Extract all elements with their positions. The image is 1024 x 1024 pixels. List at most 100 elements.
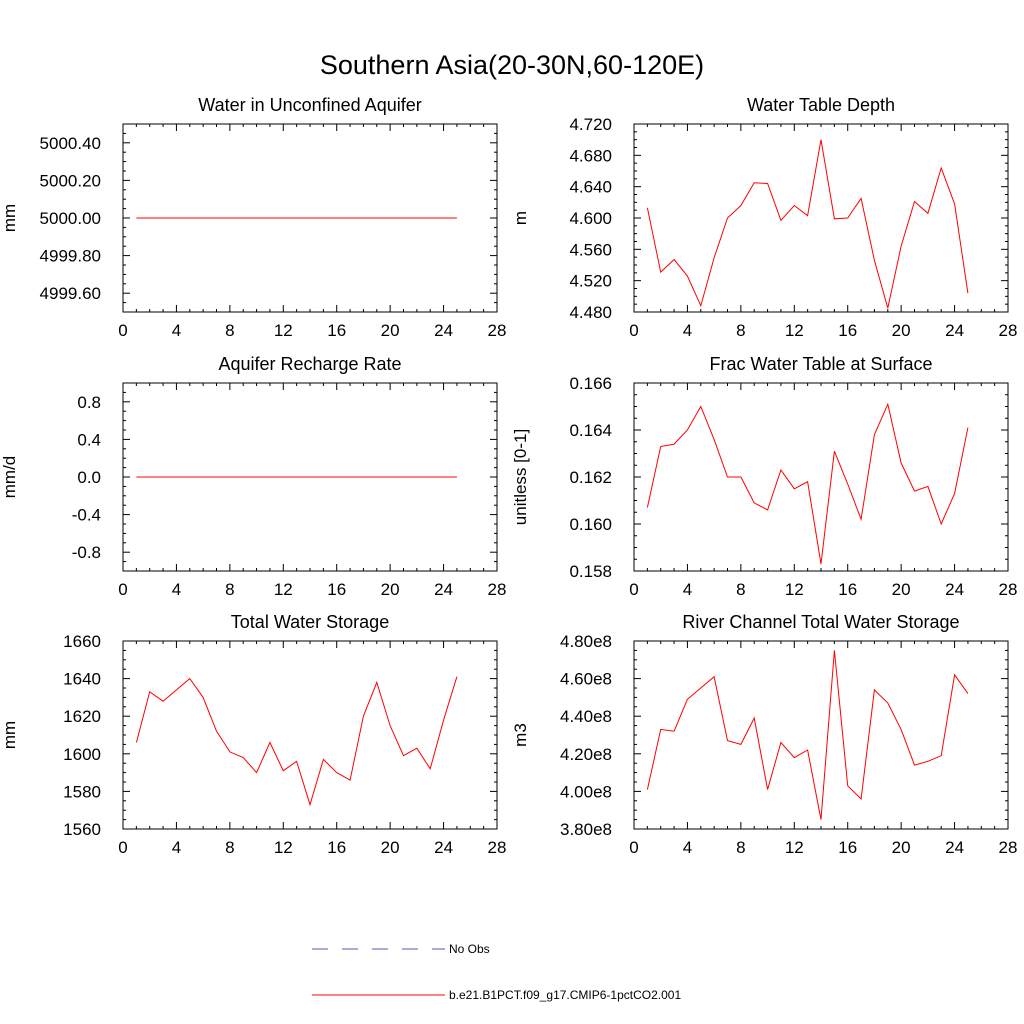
x-tick-label: 0 (118, 838, 127, 857)
x-tick-label: 0 (629, 321, 638, 340)
chart-panel-1: Water in Unconfined Aquifer mm 0 4 8 12 16 20 24… (0, 95, 506, 340)
chart-panel-6: River Channel Total Water Storage m3 0 4 8 12… (511, 612, 1017, 857)
y-tick-label: 0.166 (569, 374, 612, 393)
plot-frame (633, 123, 1009, 313)
y-tick-label: 4.640 (569, 178, 612, 197)
y-tick-label: 4999.80 (40, 247, 101, 266)
series-line (646, 139, 969, 309)
x-tick-label: 20 (892, 580, 911, 599)
y-tick-label: 4.20e8 (560, 745, 612, 764)
x-tick-label: 28 (999, 580, 1018, 599)
y-tick-label: 5000.00 (40, 209, 101, 228)
y-tick-label: 1660 (63, 632, 101, 651)
x-tick-label: 24 (945, 838, 964, 857)
x-tick-label: 16 (327, 580, 346, 599)
x-tick-label: 12 (274, 321, 293, 340)
x-tick-label: 0 (118, 321, 127, 340)
y-tick-label: 4.40e8 (560, 707, 612, 726)
panel-title: Water in Unconfined Aquifer (198, 95, 421, 115)
chart-panel-3: Aquifer Recharge Rate mm/d 0 4 8 12 16 20 24 28 -0… (0, 354, 506, 599)
x-tick-label: 4 (683, 321, 692, 340)
y-tick-label: 0.158 (569, 562, 612, 581)
legend-label: b.e21.B1PCT.f09_g17.CMIP6-1pctCO2.001 (449, 988, 681, 1002)
y-tick-label: 4.520 (569, 272, 612, 291)
y-tick-label: 4.560 (569, 240, 612, 259)
y-tick-label: 4.00e8 (560, 782, 612, 801)
x-tick-label: 8 (225, 321, 234, 340)
x-tick-label: 0 (629, 838, 638, 857)
y-tick-label: 5000.20 (40, 171, 101, 190)
y-tick-label: 0.8 (77, 393, 101, 412)
x-tick-label: 8 (736, 321, 745, 340)
y-tick-label: 0.4 (77, 430, 101, 449)
x-tick-label: 16 (838, 321, 857, 340)
legend-item-2: b.e21.B1PCT.f09_g17.CMIP6-1pctCO2.001 (312, 988, 681, 1002)
x-tick-label: 24 (945, 580, 964, 599)
x-tick-label: 8 (225, 838, 234, 857)
x-tick-label: 16 (838, 838, 857, 857)
y-tick-label: -0.4 (72, 506, 101, 525)
x-tick-label: 28 (488, 838, 507, 857)
x-tick-label: 4 (172, 321, 181, 340)
y-axis-label: m (511, 211, 530, 225)
x-tick-label: 4 (683, 838, 692, 857)
x-tick-label: 20 (892, 321, 911, 340)
x-tick-label: 24 (434, 321, 453, 340)
y-tick-label: 0.164 (569, 421, 612, 440)
x-tick-label: 8 (736, 838, 745, 857)
y-tick-label: 4.680 (569, 146, 612, 165)
x-tick-label: 0 (629, 580, 638, 599)
x-tick-label: 4 (683, 580, 692, 599)
x-tick-label: 20 (381, 838, 400, 857)
y-tick-label: 0.162 (569, 468, 612, 487)
y-tick-label: 5000.40 (40, 134, 101, 153)
series-line (135, 676, 458, 807)
plot-frame (122, 640, 498, 830)
x-tick-label: 28 (488, 580, 507, 599)
y-tick-label: -0.8 (72, 543, 101, 562)
x-tick-label: 4 (172, 580, 181, 599)
x-tick-label: 24 (434, 580, 453, 599)
legend-item-1: No Obs (312, 942, 490, 956)
y-tick-label: 1620 (63, 707, 101, 726)
panel-title: Frac Water Table at Surface (709, 354, 932, 374)
y-tick-label: 0.160 (569, 515, 612, 534)
y-axis-label: m3 (511, 723, 530, 747)
plot-frame (633, 640, 1009, 830)
x-tick-label: 12 (274, 580, 293, 599)
panel-title: Total Water Storage (231, 612, 389, 632)
y-axis-label: mm (0, 204, 19, 232)
legend-label: No Obs (449, 942, 490, 956)
panel-title: River Channel Total Water Storage (682, 612, 959, 632)
y-tick-label: 4.60e8 (560, 670, 612, 689)
legend: No Obs b.e21.B1PCT.f09_g17.CMIP6-1pctCO2.… (312, 942, 681, 1002)
x-tick-label: 24 (945, 321, 964, 340)
x-tick-label: 20 (381, 580, 400, 599)
panel-title: Water Table Depth (747, 95, 895, 115)
y-tick-label: 4.80e8 (560, 632, 612, 651)
main-title: Southern Asia(20-30N,60-120E) (320, 50, 704, 80)
x-tick-label: 12 (785, 838, 804, 857)
x-tick-label: 8 (736, 580, 745, 599)
series-line (646, 650, 969, 820)
y-axis-label: unitless [0-1] (511, 429, 530, 525)
x-tick-label: 20 (892, 838, 911, 857)
y-tick-label: 1640 (63, 670, 101, 689)
x-tick-label: 8 (225, 580, 234, 599)
y-tick-label: 1560 (63, 820, 101, 839)
x-tick-label: 16 (327, 838, 346, 857)
x-tick-label: 28 (999, 321, 1018, 340)
chart-panel-4: Frac Water Table at Surface unitless [0-1… (511, 354, 1017, 599)
y-tick-label: 4.720 (569, 115, 612, 134)
x-tick-label: 16 (838, 580, 857, 599)
y-tick-label: 4.600 (569, 209, 612, 228)
y-tick-label: 4.480 (569, 303, 612, 322)
chart-panel-2: Water Table Depth m 0 4 8 12 16 20 24 28 4.480 4.52… (511, 95, 1017, 340)
x-tick-label: 20 (381, 321, 400, 340)
x-tick-label: 24 (434, 838, 453, 857)
x-tick-label: 12 (785, 321, 804, 340)
x-tick-label: 16 (327, 321, 346, 340)
y-tick-label: 0.0 (77, 468, 101, 487)
